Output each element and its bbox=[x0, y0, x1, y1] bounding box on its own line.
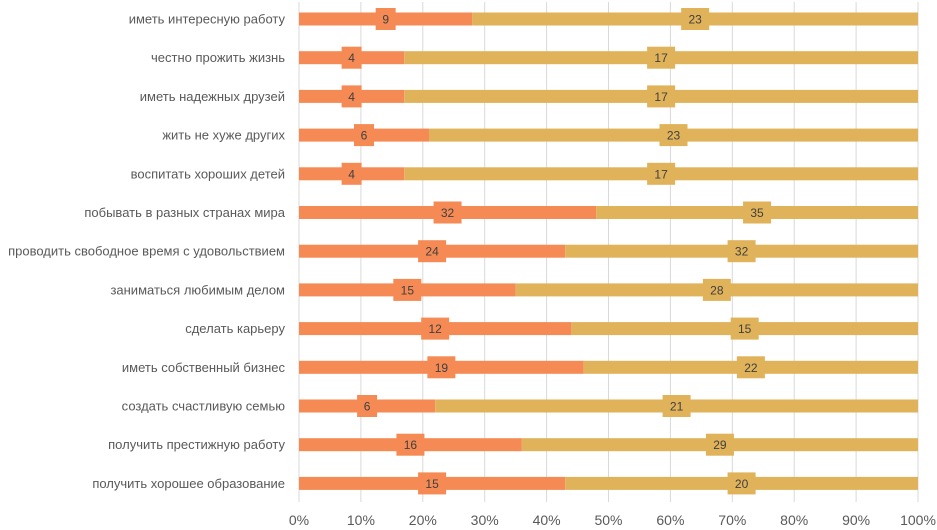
x-tick-label: 90% bbox=[842, 512, 870, 528]
x-axis-tick-labels: 0% 10% 20% 30% 40% 50% 60% 70% 80% 90% 100% bbox=[289, 512, 936, 528]
data-label: 28 bbox=[710, 283, 724, 297]
data-label-box bbox=[396, 433, 425, 456]
category-label: побывать в разных странах мира bbox=[84, 205, 285, 220]
data-label: 12 bbox=[429, 322, 443, 336]
data-label-box bbox=[357, 395, 378, 417]
x-tick-label: 40% bbox=[533, 512, 561, 528]
data-label: 19 bbox=[435, 361, 449, 375]
data-label: 17 bbox=[654, 90, 668, 104]
category-label: жить не хуже других bbox=[162, 128, 285, 143]
x-tick-label: 100% bbox=[900, 512, 936, 528]
data-label-box bbox=[393, 278, 422, 301]
data-label-box bbox=[418, 472, 447, 495]
category-label: иметь собственный бизнес bbox=[122, 360, 286, 375]
data-label-box bbox=[727, 240, 756, 263]
data-label-box bbox=[659, 124, 688, 147]
data-label: 24 bbox=[425, 245, 439, 259]
x-tick-label: 60% bbox=[656, 512, 684, 528]
data-label-box bbox=[433, 201, 462, 224]
data-label-box bbox=[743, 201, 772, 224]
data-label-box bbox=[421, 317, 450, 340]
data-label: 32 bbox=[441, 206, 455, 220]
category-label: иметь интересную работу bbox=[129, 12, 286, 27]
category-label: получить престижную работу bbox=[108, 437, 285, 452]
data-label: 22 bbox=[744, 361, 758, 375]
data-label: 4 bbox=[348, 167, 355, 181]
data-label: 29 bbox=[713, 438, 727, 452]
data-label: 15 bbox=[425, 477, 439, 491]
data-label-box bbox=[736, 356, 765, 379]
data-labels: 9 23 4 17 4 17 6 23 4 17 32 35 24 32 15 28 12 15 19 22 6 21 16… bbox=[341, 8, 772, 495]
data-label-box bbox=[702, 278, 731, 301]
data-label-box bbox=[647, 46, 676, 69]
data-label: 15 bbox=[738, 322, 752, 336]
category-label: заниматься любимым делом bbox=[110, 282, 285, 297]
data-label: 32 bbox=[735, 245, 749, 259]
category-labels: иметь интересную работу честно прожить жи… bbox=[8, 12, 286, 491]
data-label: 9 bbox=[382, 13, 389, 27]
data-label: 6 bbox=[364, 400, 371, 414]
x-tick-label: 80% bbox=[780, 512, 808, 528]
category-label: сделать карьеру bbox=[185, 321, 285, 336]
data-label: 23 bbox=[667, 129, 681, 143]
data-label: 17 bbox=[654, 167, 668, 181]
data-label-box bbox=[418, 240, 447, 263]
data-label-box bbox=[647, 85, 676, 108]
data-label: 15 bbox=[401, 283, 415, 297]
data-label: 23 bbox=[688, 13, 702, 27]
data-label: 16 bbox=[404, 438, 418, 452]
data-label-box bbox=[730, 317, 759, 340]
x-tick-label: 20% bbox=[409, 512, 437, 528]
category-label: честно прожить жизнь bbox=[151, 50, 285, 65]
data-label: 17 bbox=[654, 51, 668, 65]
data-label: 35 bbox=[750, 206, 764, 220]
x-tick-label: 30% bbox=[471, 512, 499, 528]
data-label-box bbox=[341, 46, 362, 69]
data-label-box bbox=[341, 162, 362, 185]
data-label: 4 bbox=[348, 90, 355, 104]
data-label: 21 bbox=[670, 400, 684, 414]
data-label-box bbox=[341, 85, 362, 108]
category-label: воспитать хороших детей bbox=[131, 166, 285, 181]
data-label: 20 bbox=[735, 477, 749, 491]
data-label: 4 bbox=[348, 51, 355, 65]
data-label-box bbox=[427, 356, 456, 379]
data-label-box bbox=[727, 472, 756, 495]
category-label: иметь надежных друзей bbox=[140, 89, 285, 104]
data-label-box bbox=[375, 8, 396, 30]
x-tick-label: 70% bbox=[718, 512, 746, 528]
category-label: получить хорошее образование bbox=[92, 476, 285, 491]
data-label: 6 bbox=[361, 129, 368, 143]
x-tick-label: 0% bbox=[289, 512, 309, 528]
x-tick-label: 10% bbox=[347, 512, 375, 528]
category-label: создать счастливую семью bbox=[122, 399, 286, 414]
x-tick-label: 50% bbox=[594, 512, 622, 528]
data-label-box bbox=[353, 124, 374, 147]
category-label: проводить свободное время с удовольствие… bbox=[8, 244, 285, 259]
data-label-box bbox=[662, 395, 691, 417]
data-label-box bbox=[647, 162, 676, 185]
data-label-box bbox=[705, 433, 734, 456]
data-label-box bbox=[681, 8, 710, 30]
